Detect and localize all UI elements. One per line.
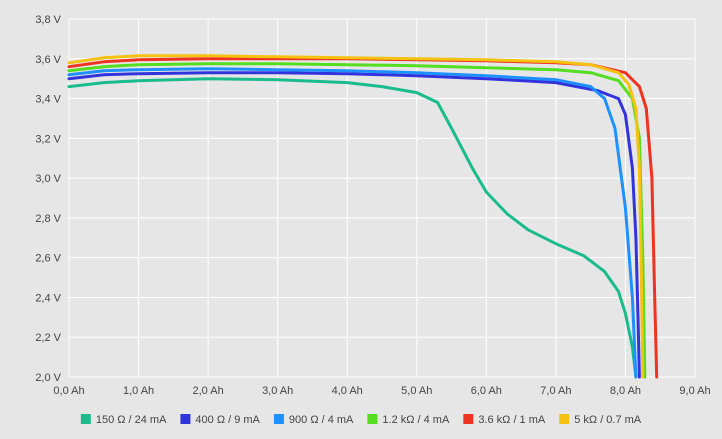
legend-label: 3.6 kΩ / 1 mA <box>478 414 546 426</box>
legend-label: 400 Ω / 9 mA <box>195 414 260 426</box>
legend-item: 3.6 kΩ / 1 mA <box>463 414 546 426</box>
x-tick-label: 3,0 Ah <box>262 385 293 397</box>
y-tick-label: 3,8 V <box>35 14 61 26</box>
legend-item: 400 Ω / 9 mA <box>180 414 261 426</box>
legend-swatch <box>180 414 191 424</box>
legend-swatch <box>80 414 91 424</box>
x-tick-label: 7,0 Ah <box>540 385 571 397</box>
legend-swatch <box>273 414 284 424</box>
legend-label: 5 kΩ / 0.7 mA <box>574 414 642 426</box>
y-tick-label: 3,0 V <box>35 173 61 185</box>
x-tick-label: 9,0 Ah <box>679 385 710 397</box>
y-tick-label: 2,4 V <box>35 292 61 304</box>
y-tick-label: 2,6 V <box>35 253 61 265</box>
legend-label: 150 Ω / 24 mA <box>96 414 167 426</box>
y-tick-label: 2,0 V <box>35 372 61 384</box>
y-tick-label: 3,6 V <box>35 54 61 66</box>
x-tick-label: 5,0 Ah <box>401 385 432 397</box>
series-line-1 <box>67 77 638 379</box>
series-line-6 <box>67 54 645 379</box>
x-tick-label: 4,0 Ah <box>332 385 363 397</box>
series-lines <box>67 54 659 379</box>
x-tick-label: 2,0 Ah <box>193 385 224 397</box>
legend-label: 900 Ω / 4 mA <box>289 414 354 426</box>
series-line-2 <box>67 71 641 379</box>
y-tick-label: 3,2 V <box>35 133 61 145</box>
y-tick-label: 3,4 V <box>35 94 61 106</box>
legend-swatch <box>559 414 570 424</box>
legend-swatch <box>367 414 378 424</box>
x-tick-label: 6,0 Ah <box>471 385 502 397</box>
legend: 150 Ω / 24 mA 400 Ω / 9 mA 900 Ω / 4 mA 1.2… <box>80 414 642 426</box>
axes: 2,0 V 2,2 V 2,4 V 2,6 V 2,8 V 3,0 V 3,2 V 3,4 V… <box>35 14 710 397</box>
x-tick-label: 1,0 Ah <box>123 385 154 397</box>
x-tick-label: 8,0 Ah <box>610 385 641 397</box>
y-tick-label: 2,2 V <box>35 332 61 344</box>
x-tick-label: 0,0 Ah <box>53 385 84 397</box>
legend-item: 5 kΩ / 0.7 mA <box>559 414 642 426</box>
y-tick-label: 2,8 V <box>35 213 61 225</box>
legend-item: 1.2 kΩ / 4 mA <box>367 414 450 426</box>
legend-item: 900 Ω / 4 mA <box>273 414 354 426</box>
legend-item: 150 Ω / 24 mA <box>80 414 167 426</box>
legend-swatch <box>463 414 474 424</box>
series-line-3 <box>67 67 638 379</box>
legend-label: 1.2 kΩ / 4 mA <box>382 414 450 426</box>
